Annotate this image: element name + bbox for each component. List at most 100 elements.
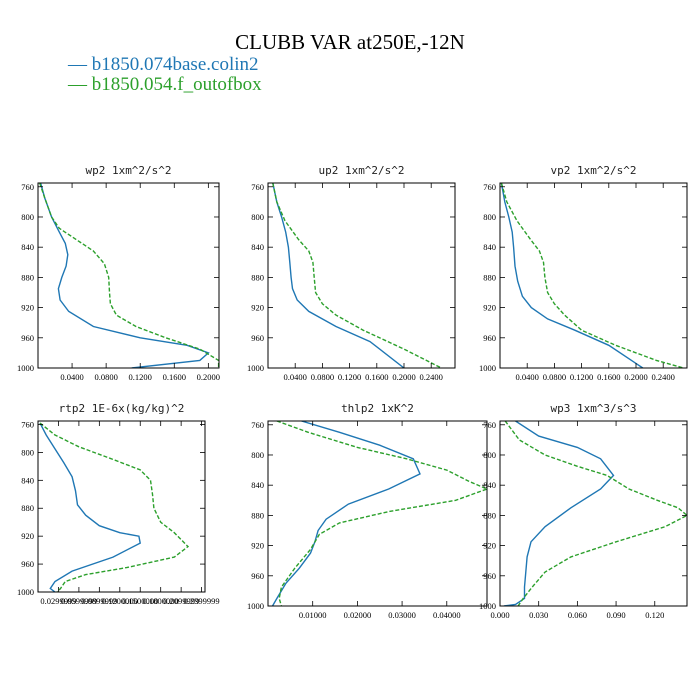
panel-6: wp3 1xm^3/s^3 760 800 840 880 920 960 10000.000… [479, 402, 688, 620]
panel-title: rtp2 1E-6x(kg/kg)^2 [59, 402, 185, 415]
legend-entry-2: — b1850.054.f_outofbox [67, 74, 262, 95]
y-tick-label: 880 [483, 510, 496, 520]
y-tick-label: 960 [21, 559, 34, 569]
y-tick-label: 960 [483, 571, 496, 581]
y-tick-label: 800 [21, 212, 34, 222]
plot-frame [499, 420, 688, 607]
x-tick-label: 0.1600 [365, 372, 388, 382]
series-line-1 [272, 183, 405, 368]
x-tick-label: 0.1200 [338, 372, 361, 382]
y-tick-label: 1000 [17, 587, 34, 597]
y-tick-label: 840 [21, 242, 34, 252]
series-line-2 [504, 421, 687, 606]
figure-title: CLUBB VAR at250E,-12N [235, 30, 465, 54]
series-line-1 [503, 421, 615, 606]
panel-title: thlp2 1xK^2 [341, 402, 414, 415]
panel-title: vp2 1xm^2/s^2 [550, 164, 636, 177]
y-tick-label: 880 [483, 272, 496, 282]
x-tick-label: 0.2000 [392, 372, 415, 382]
y-tick-label: 840 [251, 242, 264, 252]
y-tick-label: 920 [251, 303, 264, 313]
x-tick-label: 0.0400 [284, 372, 307, 382]
x-tick-label: 0.02000 [344, 610, 372, 620]
panel-3: vp2 1xm^2/s^2 760 800 840 880 920 960 1000 0.040… [479, 164, 688, 382]
x-tick-label: 0.2400 [420, 372, 443, 382]
series-line-2 [39, 183, 219, 368]
y-tick-label: 760 [483, 182, 496, 192]
legend-entry-1: — b1850.074base.colin2 [67, 54, 259, 75]
y-tick-label: 960 [483, 333, 496, 343]
y-tick-label: 760 [483, 420, 496, 430]
y-tick-label: 920 [251, 541, 264, 551]
y-tick-label: 1000 [247, 363, 264, 373]
plot-frame [37, 182, 220, 369]
x-tick-label: 0.0400 [516, 372, 539, 382]
x-tick-label: 0.0800 [543, 372, 566, 382]
y-tick-label: 920 [21, 531, 34, 541]
y-tick-label: 760 [21, 419, 34, 429]
x-tick-label: 0.2099999 [163, 596, 199, 606]
y-tick-label: 800 [483, 212, 496, 222]
series-line-1 [500, 183, 644, 368]
y-tick-label: 1000 [479, 601, 496, 611]
y-tick-label: 920 [483, 541, 496, 551]
y-tick-label: 840 [251, 480, 264, 490]
x-tick-label: 0.0599999 [61, 596, 97, 606]
x-tick-label: 0.1200 [129, 372, 152, 382]
x-tick-label: 0.1200 [570, 372, 593, 382]
y-tick-label: 800 [251, 212, 264, 222]
series-line-1 [39, 183, 210, 368]
y-tick-label: 760 [251, 420, 264, 430]
plot-frame [37, 420, 206, 593]
plot-frame [267, 420, 488, 607]
series-line-1 [39, 422, 141, 592]
panel-title: wp2 1xm^2/s^2 [85, 164, 171, 177]
x-tick-label: 0.1500000 [122, 596, 158, 606]
series-line-2 [272, 183, 442, 368]
x-tick-label: 0.030 [529, 610, 548, 620]
y-tick-label: 1000 [247, 601, 264, 611]
plot-frame [499, 182, 688, 369]
y-tick-label: 840 [21, 475, 34, 485]
series-line-2 [500, 183, 684, 368]
y-tick-label: 1000 [479, 363, 496, 373]
x-tick-label: 0.000 [490, 610, 509, 620]
x-tick-label: 0.0400 [60, 372, 83, 382]
x-tick-label: 0.060 [568, 610, 587, 620]
y-tick-label: 800 [21, 447, 34, 457]
y-tick-label: 920 [21, 303, 34, 313]
y-tick-label: 960 [21, 333, 34, 343]
y-tick-label: 800 [483, 450, 496, 460]
panel-5: thlp2 1xK^2 760 800 840 880 920 960 1000 0.01000… [247, 402, 488, 620]
series-line-2 [276, 421, 487, 606]
y-tick-label: 1000 [17, 363, 34, 373]
x-tick-label: 0.2400 [652, 372, 675, 382]
y-tick-label: 880 [21, 272, 34, 282]
y-tick-label: 760 [21, 182, 34, 192]
y-tick-label: 880 [251, 272, 264, 282]
x-tick-label: 0.0800 [94, 372, 117, 382]
x-tick-label: 0.1600 [163, 372, 186, 382]
panel-1: wp2 1xm^2/s^2 760 800 840 880 920 960 1000 0.040… [17, 164, 220, 382]
x-tick-label: 0.0899999 [81, 596, 117, 606]
x-tick-label: 0.1200000 [102, 596, 138, 606]
x-tick-label: 0.04000 [433, 610, 461, 620]
panels-area: wp2 1xm^2/s^2 760 800 840 880 920 960 1000 0.040… [17, 164, 688, 620]
x-tick-label: 0.0299999 [40, 596, 76, 606]
y-tick-label: 800 [251, 450, 264, 460]
plot-frame [267, 182, 456, 369]
panel-2: up2 1xm^2/s^2 760 800 840 880 920 960 1000 0.040… [247, 164, 456, 382]
x-tick-label: 0.2399999 [184, 596, 220, 606]
series-line-1 [271, 421, 421, 606]
y-tick-label: 840 [483, 242, 496, 252]
x-tick-label: 0.120 [645, 610, 664, 620]
x-tick-label: 0.2000 [197, 372, 220, 382]
panel-title: up2 1xm^2/s^2 [318, 164, 404, 177]
y-tick-label: 960 [251, 571, 264, 581]
x-tick-label: 0.090 [607, 610, 626, 620]
y-tick-label: 840 [483, 480, 496, 490]
y-tick-label: 920 [483, 303, 496, 313]
x-tick-label: 0.1600 [597, 372, 620, 382]
x-tick-label: 0.2000 [624, 372, 647, 382]
